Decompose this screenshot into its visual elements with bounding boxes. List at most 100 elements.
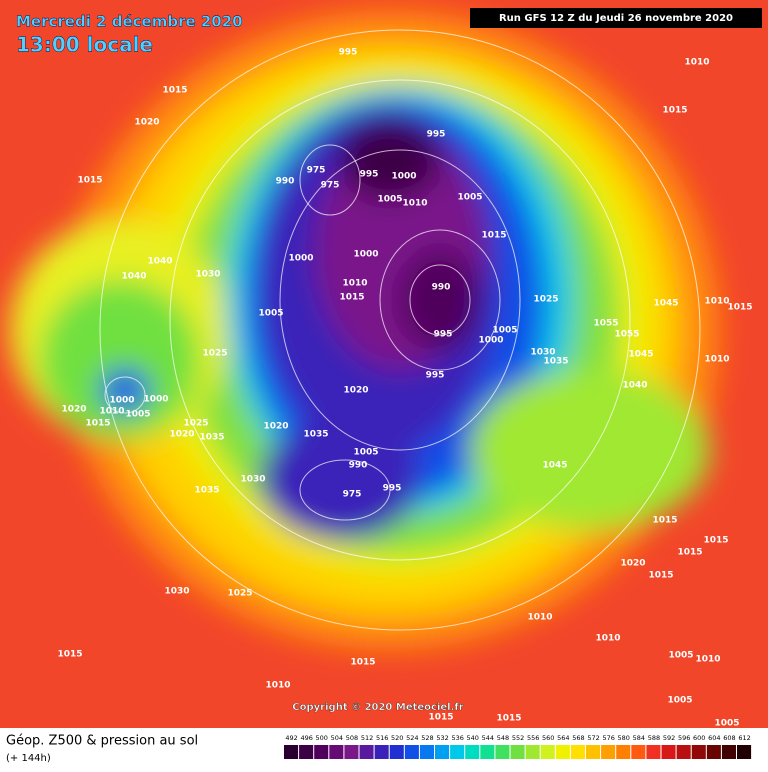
isobar-label: 1015 [428,713,453,723]
legend-swatch [631,745,646,759]
isobar-label: 995 [434,330,453,340]
legend-label: 532 [436,734,448,742]
isobar-label: 990 [276,177,295,187]
legend-swatch [737,745,752,759]
legend-swatch [570,745,585,759]
isobar-label: 1020 [263,422,288,432]
legend-swatch [525,745,540,759]
legend-label: 604 [708,734,720,742]
isobar-label: 1005 [667,696,692,706]
isobar-label: 1010 [704,297,729,307]
legend-swatch [404,745,419,759]
isobar-label: 1040 [622,381,647,391]
isobar-label: 1055 [614,330,639,340]
legend-swatch [616,745,631,759]
legend-label: 524 [406,734,418,742]
isobar-label: 1015 [339,293,364,303]
legend-label: 512 [361,734,373,742]
legend-swatch [389,745,404,759]
isobar-lines [99,29,701,631]
run-info: Run GFS 12 Z du Jeudi 26 novembre 2020 [499,13,733,24]
isobar-label: 1030 [164,587,189,597]
legend-label: 556 [527,734,539,742]
legend-swatch [465,745,480,759]
legend-label: 584 [633,734,645,742]
isobar-label: 1035 [543,357,568,367]
isobar-label: 1015 [350,658,375,668]
isobar-label: 1055 [593,319,618,329]
isobar-label: 1010 [265,681,290,691]
isobar-label: 1045 [628,350,653,360]
isobar-label: 1030 [240,475,265,485]
legend-label: 564 [557,734,569,742]
legend-swatch [284,745,299,759]
isobar-label: 1005 [125,410,150,420]
legend-label: 516 [376,734,388,742]
isobar-label: 995 [339,48,358,58]
isobar-label: 1020 [343,386,368,396]
isobar-label: 1000 [353,250,378,260]
legend-swatch [359,745,374,759]
isobar-label: 995 [427,130,446,140]
legend-label: 496 [300,734,312,742]
legend-swatch [374,745,389,759]
legend-label: 552 [512,734,524,742]
isobar-label: 1005 [492,326,517,336]
isobar-label: 1025 [202,349,227,359]
isobar-label: 1010 [595,634,620,644]
isobar-label: 1015 [85,419,110,429]
legend-swatch [586,745,601,759]
isobar-label: 1040 [147,257,172,267]
isobar-label: 990 [349,461,368,471]
legend-label: 492 [285,734,297,742]
legend-swatch [510,745,525,759]
legend-swatch [540,745,555,759]
footer-title: Géop. Z500 & pression au sol [6,734,198,749]
isobar-label: 1015 [677,548,702,558]
color-legend: 492 496 500 504 508 512 516 520 524 528 532 536 540 5… [284,734,752,759]
isobar-label: 1000 [288,254,313,264]
legend-swatch [661,745,676,759]
isobar-label: 995 [383,484,402,494]
legend-swatch [706,745,721,759]
isobar-label: 1040 [121,272,146,282]
isobar-label: 1020 [134,118,159,128]
isobar-label: 975 [307,166,326,176]
legend-swatch [691,745,706,759]
isobar-label: 1005 [258,309,283,319]
isobar-label: 995 [426,371,445,381]
legend-label: 504 [331,734,343,742]
legend-swatch [480,745,495,759]
isobar-label: 1010 [402,199,427,209]
legend-label: 544 [482,734,494,742]
legend-label: 540 [467,734,479,742]
legend-label: 596 [678,734,690,742]
legend-label: 548 [497,734,509,742]
legend-swatch [435,745,450,759]
run-box [470,8,762,28]
legend-swatch [555,745,570,759]
legend-label: 592 [663,734,675,742]
isobar-label: 1015 [703,536,728,546]
forecast-lead: (+ 144h) [6,753,51,764]
legend-label: 536 [451,734,463,742]
isobar-label: 1045 [542,461,567,471]
isobar-label: 1005 [377,195,402,205]
isobar-label: 1015 [77,176,102,186]
isobar-label: 1035 [194,486,219,496]
legend-label: 612 [738,734,750,742]
legend-label: 608 [723,734,735,742]
isobar-label: 1030 [195,270,220,280]
isobar-label: 1010 [704,355,729,365]
legend-swatch [450,745,465,759]
isobar-label: 1010 [342,279,367,289]
time: 13:00 locale [16,33,153,57]
isobar-label: 1010 [695,655,720,665]
isobar-label: 1015 [481,231,506,241]
isobar-label: 1030 [530,348,555,358]
legend-swatch [314,745,329,759]
legend-label: 600 [693,734,705,742]
isobar-label: 1015 [496,714,521,724]
legend-label: 576 [602,734,614,742]
